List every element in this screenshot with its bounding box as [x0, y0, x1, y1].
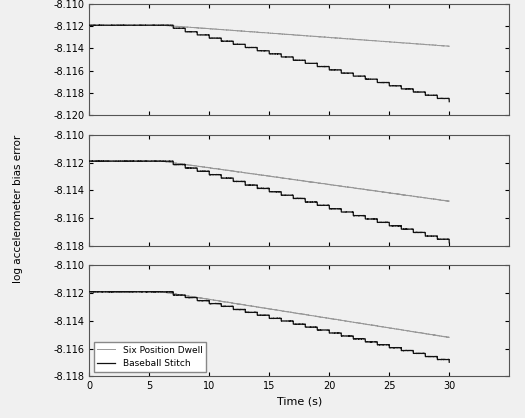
Six Position Dwell	[446, 199, 453, 204]
Six Position Dwell	[86, 23, 92, 28]
Baseball Stitch	[240, 42, 246, 47]
Baseball Stitch	[446, 360, 453, 365]
Baseball Stitch	[124, 158, 131, 163]
Baseball Stitch	[401, 87, 407, 92]
Text: log accelerometer bias error: log accelerometer bias error	[13, 135, 23, 283]
Six Position Dwell	[86, 158, 92, 163]
Baseball Stitch	[86, 289, 92, 294]
Baseball Stitch	[439, 357, 445, 362]
Six Position Dwell	[224, 28, 230, 33]
Baseball Stitch	[224, 39, 230, 44]
Six Position Dwell	[446, 335, 453, 340]
Six Position Dwell	[123, 158, 130, 163]
Baseball Stitch	[446, 240, 453, 245]
Six Position Dwell	[149, 23, 155, 28]
Baseball Stitch	[149, 289, 155, 294]
Line: Six Position Dwell: Six Position Dwell	[89, 291, 449, 337]
Six Position Dwell	[240, 302, 246, 307]
Six Position Dwell	[439, 334, 445, 339]
Six Position Dwell	[240, 170, 246, 175]
Six Position Dwell	[401, 328, 407, 333]
Line: Six Position Dwell: Six Position Dwell	[89, 161, 449, 201]
Six Position Dwell	[149, 289, 155, 294]
Six Position Dwell	[224, 168, 230, 173]
Baseball Stitch	[86, 23, 92, 28]
Baseball Stitch	[401, 227, 407, 232]
Six Position Dwell	[446, 44, 453, 49]
Six Position Dwell	[127, 289, 133, 294]
Baseball Stitch	[224, 304, 230, 309]
Six Position Dwell	[446, 44, 452, 49]
Baseball Stitch	[149, 23, 155, 28]
Baseball Stitch	[439, 96, 445, 101]
Six Position Dwell	[240, 29, 246, 34]
Six Position Dwell	[145, 23, 152, 28]
Six Position Dwell	[158, 289, 164, 294]
Six Position Dwell	[224, 300, 230, 305]
Baseball Stitch	[109, 289, 115, 294]
Six Position Dwell	[401, 192, 407, 197]
Line: Baseball Stitch: Baseball Stitch	[89, 25, 449, 102]
Six Position Dwell	[445, 199, 451, 204]
Baseball Stitch	[439, 237, 445, 242]
Baseball Stitch	[86, 158, 92, 163]
Line: Baseball Stitch: Baseball Stitch	[89, 161, 449, 243]
Six Position Dwell	[127, 23, 133, 28]
Baseball Stitch	[401, 348, 407, 353]
Baseball Stitch	[127, 289, 133, 294]
Six Position Dwell	[127, 158, 133, 163]
Six Position Dwell	[149, 158, 155, 163]
Baseball Stitch	[127, 23, 133, 28]
Baseball Stitch	[149, 158, 155, 163]
Baseball Stitch	[127, 159, 133, 164]
Six Position Dwell	[401, 41, 407, 46]
Baseball Stitch	[224, 176, 230, 181]
Six Position Dwell	[446, 335, 452, 340]
Baseball Stitch	[240, 179, 246, 184]
Six Position Dwell	[439, 198, 445, 203]
X-axis label: Time (s): Time (s)	[277, 397, 322, 407]
Baseball Stitch	[240, 307, 246, 312]
Baseball Stitch	[446, 99, 453, 104]
Line: Baseball Stitch: Baseball Stitch	[89, 292, 449, 362]
Six Position Dwell	[439, 43, 445, 48]
Baseball Stitch	[100, 23, 107, 28]
Legend: Six Position Dwell, Baseball Stitch: Six Position Dwell, Baseball Stitch	[94, 342, 206, 372]
Line: Six Position Dwell: Six Position Dwell	[89, 25, 449, 46]
Six Position Dwell	[86, 289, 92, 294]
